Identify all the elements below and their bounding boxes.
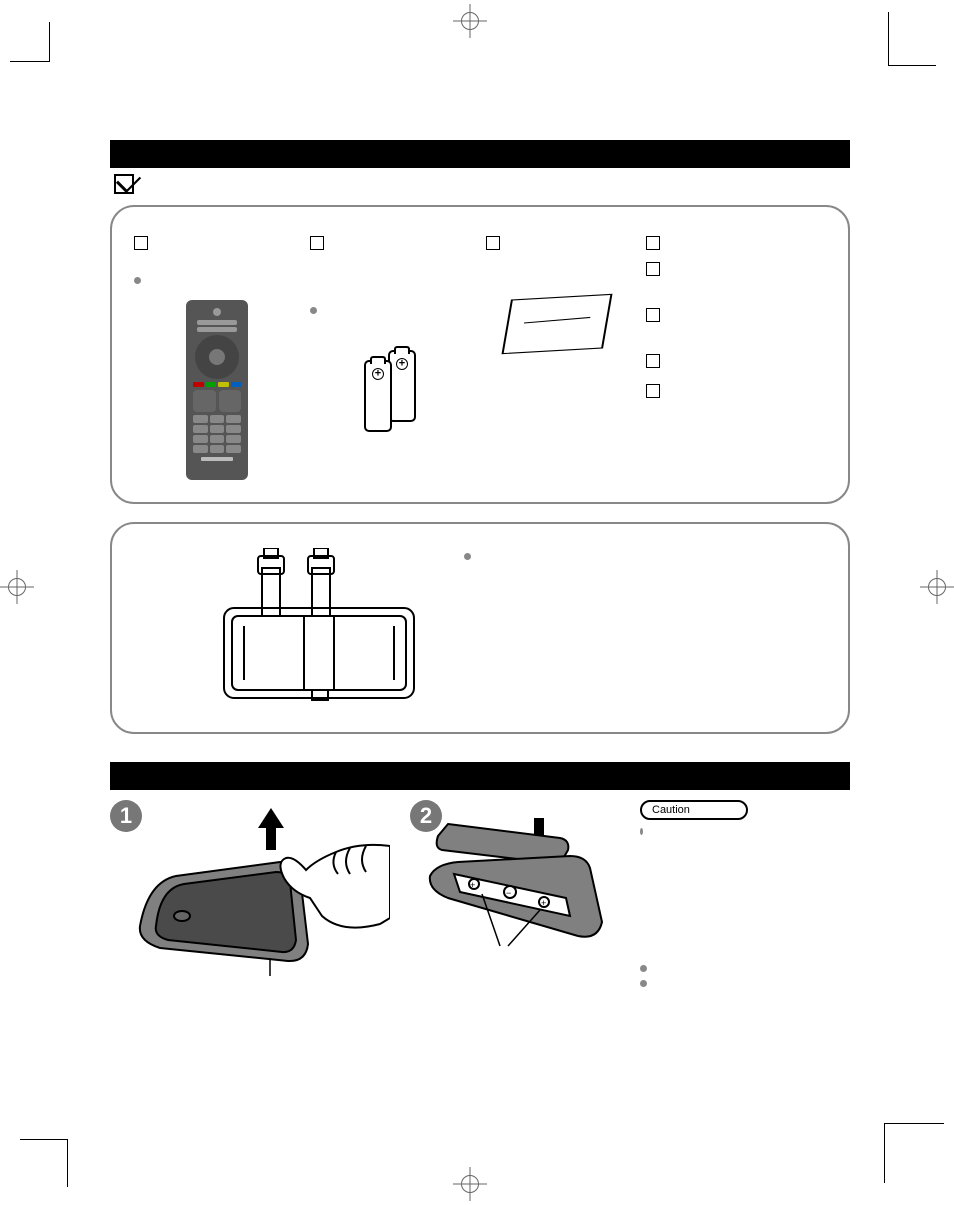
checkbox-icon: [646, 308, 660, 322]
section-1-title-bar: [110, 140, 850, 168]
accessory-batteries-col: Batteries for the Remote Control (2) R6 …: [310, 236, 476, 480]
accessories-panel-title: Remote Control: [134, 225, 826, 236]
caution-badge: Caution: [640, 800, 748, 820]
accessory-remote-col: N2QAYB: [134, 236, 300, 480]
wall-bracket-illustration: [204, 548, 434, 708]
battery-install-steps: 1: [110, 800, 850, 995]
reg-mark-top: [453, 4, 487, 38]
checkbox-icon: [646, 384, 660, 398]
checkbox-icon: [134, 236, 148, 250]
remote-model-text: N2QAYB: [149, 277, 189, 288]
crop-mark-tl: [10, 22, 50, 62]
checkbox-icon: [646, 262, 660, 276]
checkbox-icon: [486, 236, 500, 250]
bullet-icon: [640, 965, 647, 972]
caution-label: Caution: [652, 804, 690, 816]
bullet-icon: [464, 553, 471, 560]
checkbox-icon: [310, 236, 324, 250]
checkbox-icon: [646, 236, 660, 250]
crop-mark-tr: [888, 12, 936, 66]
bullet-icon: [134, 277, 141, 284]
checked-checkbox-icon: [114, 174, 134, 194]
remote-control-illustration: [186, 300, 248, 480]
caution-note-3: Do not mix different battery types.: [655, 980, 804, 991]
batteries-illustration: [358, 350, 428, 440]
page-content: Remote Control N2QAYB: [110, 140, 850, 995]
caution-column: Caution Incorrect installation may cause…: [640, 800, 850, 995]
batteries-type: R6 (AA): [325, 307, 361, 318]
crop-mark-br: [884, 1123, 944, 1183]
step-1: 1: [110, 800, 390, 995]
bracket-model: TY-WK4P1RW: [479, 553, 545, 564]
optional-accessory-panel: TY-WK4P1RW Please contact your nearest P…: [110, 522, 850, 734]
crop-mark-bl: [20, 1139, 68, 1187]
bullet-icon: [640, 828, 643, 835]
reg-mark-right: [920, 570, 954, 604]
accessory-disc-col: Operating Instructions: [486, 236, 636, 480]
accessory-list-col: [646, 236, 826, 480]
batteries-label: Batteries for the Remote Control (2): [310, 241, 476, 270]
section-3-title-bar: [110, 762, 850, 790]
step-1-illustration: [110, 806, 390, 976]
step-2-illustration: + − +: [410, 806, 620, 976]
disc-illustration: [501, 274, 621, 374]
svg-text:+: +: [470, 880, 475, 890]
reg-mark-left: [0, 570, 34, 604]
bullet-icon: [310, 307, 317, 314]
disc-label: Operating Instructions: [508, 241, 606, 252]
accessories-panel: Remote Control N2QAYB: [110, 205, 850, 504]
svg-text:+: +: [541, 898, 546, 908]
step-2: 2: [410, 800, 620, 995]
caution-note-2: Do not mix old and new batteries.: [655, 965, 803, 976]
bullet-icon: [640, 980, 647, 987]
svg-text:−: −: [506, 888, 511, 898]
bracket-note: Please contact your nearest Panasonic de…: [464, 572, 826, 594]
caution-note-1: Incorrect installation may cause battery…: [651, 828, 850, 861]
reg-mark-bottom: [453, 1167, 487, 1201]
checkbox-icon: [646, 354, 660, 368]
